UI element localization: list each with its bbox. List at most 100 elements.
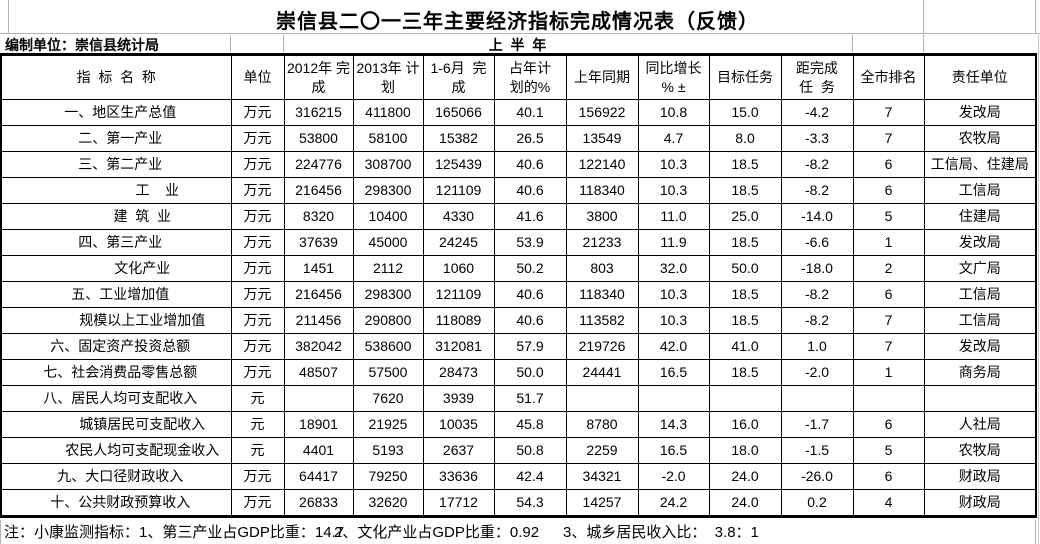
- footnote-tertiary-gdp-share: 注：小康监测指标：1、第三产业占GDP比重：14.7: [4, 524, 345, 541]
- cell-city-rank: 6: [852, 463, 925, 490]
- gridline: [923, 35, 924, 52]
- prepared-by-label: 编制单位：崇信县统计局: [5, 37, 159, 53]
- cell-plan-2013: 5193: [352, 437, 424, 464]
- cell-yoy-growth: 10.3: [637, 281, 710, 308]
- cell-city-rank: [852, 385, 925, 412]
- cell-yoy-growth: [637, 385, 710, 412]
- cell-indicator-name: 四、第三产业: [0, 229, 232, 256]
- table-row: 农民人均可支配现金收入元 4401 5193 2637 50.8 2259 16.5 18.0…: [0, 437, 1037, 464]
- cell-indicator-name: 规模以上工业增加值: [0, 307, 232, 334]
- cell-indicator-name: 一、地区生产总值: [0, 99, 232, 126]
- cell-done-2012: 53800: [283, 125, 354, 152]
- table-row: 三、第二产业 万元 224776 308700 125439 40.6 122140 10.3…: [0, 151, 1037, 178]
- footnote: 注：小康监测指标：1、第三产业占GDP比重：14.7 2、文化产业占GDP比重：…: [0, 521, 1040, 543]
- cell-done-2012: 224776: [283, 151, 354, 178]
- cell-pct-of-plan: 26.5: [493, 125, 567, 152]
- cell-unit: 元: [230, 411, 285, 438]
- cell-done-2012: 48507: [283, 359, 354, 386]
- cell-responsible-dept: 住建局: [923, 203, 1037, 230]
- cell-unit: 万元: [230, 489, 285, 517]
- cell-unit: 元: [230, 437, 285, 464]
- cell-unit: 万元: [230, 177, 285, 204]
- cell-unit: 万元: [230, 151, 285, 178]
- cell-yoy-growth: 16.5: [637, 359, 710, 386]
- cell-gap-to-target: -8.2: [780, 281, 854, 308]
- cell-pct-of-plan: 54.3: [493, 489, 567, 517]
- cell-done-2012: 1451: [283, 255, 354, 282]
- cell-plan-2013: 7620: [352, 385, 424, 412]
- cell-responsible-dept: 财政局: [923, 463, 1037, 490]
- cell-last-year-same-period: 3800: [565, 203, 639, 230]
- cell-yoy-growth: 11.9: [637, 229, 710, 256]
- cell-last-year-same-period: 113582: [565, 307, 639, 334]
- cell-indicator-name: 文化产业: [0, 255, 232, 282]
- table-row: 六、固定资产投资总额 万元 382042 538600 312081 57.9 219726…: [0, 333, 1037, 360]
- cell-gap-to-target: -14.0: [780, 203, 854, 230]
- cell-plan-2013: 298300: [352, 177, 424, 204]
- cell-responsible-dept: 工信局: [923, 307, 1037, 334]
- column-header-responsible-dept: 责任单位: [923, 54, 1037, 100]
- cell-indicator-name: 建 筑 业: [0, 203, 232, 230]
- cell-city-rank: 2: [852, 255, 925, 282]
- cell-last-year-same-period: 21233: [565, 229, 639, 256]
- cell-last-year-same-period: 14257: [565, 489, 639, 517]
- cell-plan-2013: 45000: [352, 229, 424, 256]
- cell-target-task: 18.5: [708, 359, 782, 386]
- cell-indicator-name: 工 业: [0, 177, 232, 204]
- cell-last-year-same-period: 2259: [565, 437, 639, 464]
- period-label: 上 半 年: [488, 37, 547, 53]
- cell-plan-2013: 308700: [352, 151, 424, 178]
- cell-done-2012: 211456: [283, 307, 354, 334]
- cell-done-2012: 26833: [283, 489, 354, 517]
- cell-last-year-same-period: 13549: [565, 125, 639, 152]
- cell-done-2012: 382042: [283, 333, 354, 360]
- column-header-pct-of-annual-plan: 占年计 划的%: [493, 54, 567, 100]
- cell-responsible-dept: 发改局: [923, 229, 1037, 256]
- cell-done-jan-jun: 118089: [422, 307, 495, 334]
- cell-done-2012: 316215: [283, 99, 354, 126]
- cell-target-task: 18.5: [708, 307, 782, 334]
- cell-yoy-growth: 11.0: [637, 203, 710, 230]
- cell-gap-to-target: -6.6: [780, 229, 854, 256]
- cell-gap-to-target: -1.7: [780, 411, 854, 438]
- cell-plan-2013: 79250: [352, 463, 424, 490]
- cell-target-task: 8.0: [708, 125, 782, 152]
- cell-city-rank: 1: [852, 359, 925, 386]
- cell-pct-of-plan: 53.9: [493, 229, 567, 256]
- cell-responsible-dept: [923, 385, 1037, 412]
- cell-target-task: 16.0: [708, 411, 782, 438]
- cell-done-jan-jun: 3939: [422, 385, 495, 412]
- column-header-gap-to-completion: 距完成 任 务: [780, 54, 854, 100]
- cell-pct-of-plan: 50.0: [493, 359, 567, 386]
- cell-last-year-same-period: 34321: [565, 463, 639, 490]
- cell-last-year-same-period: 803: [565, 255, 639, 282]
- cell-plan-2013: 58100: [352, 125, 424, 152]
- gridline: [852, 35, 853, 52]
- table-row: 建 筑 业万元 8320 10400 4330 41.6 3800 11.0 25.0 -14.…: [0, 203, 1037, 230]
- cell-yoy-growth: 14.3: [637, 411, 710, 438]
- cell-gap-to-target: [780, 385, 854, 412]
- cell-target-task: 18.5: [708, 177, 782, 204]
- column-header-target-task: 目标任务: [708, 54, 782, 100]
- gridline: [1035, 0, 1036, 33]
- table-row: 文化产业 万元 1451 2112 1060 50.2 803 32.0 50.0 -18.0 2 文…: [0, 255, 1037, 282]
- cell-yoy-growth: 10.3: [637, 307, 710, 334]
- cell-gap-to-target: -8.2: [780, 177, 854, 204]
- cell-responsible-dept: 工信局: [923, 177, 1037, 204]
- cell-target-task: 41.0: [708, 333, 782, 360]
- footnote-urban-rural-income-ratio: 3、城乡居民收入比： 3.8：1: [563, 524, 759, 541]
- cell-yoy-growth: 32.0: [637, 255, 710, 282]
- cell-target-task: [708, 385, 782, 412]
- gridline: [1035, 520, 1036, 544]
- cell-pct-of-plan: 42.4: [493, 463, 567, 490]
- cell-responsible-dept: 人社局: [923, 411, 1037, 438]
- cell-unit: 万元: [230, 463, 285, 490]
- cell-target-task: 18.5: [708, 229, 782, 256]
- cell-indicator-name: 九、大口径财政收入: [0, 463, 232, 490]
- cell-pct-of-plan: 40.1: [493, 99, 567, 126]
- cell-unit: 万元: [230, 255, 285, 282]
- table-row: 规模以上工业增加值 万元 211456 290800 118089 40.6 113582 1…: [0, 307, 1037, 334]
- cell-unit: 万元: [230, 229, 285, 256]
- cell-yoy-growth: 10.3: [637, 151, 710, 178]
- cell-done-2012: 216456: [283, 281, 354, 308]
